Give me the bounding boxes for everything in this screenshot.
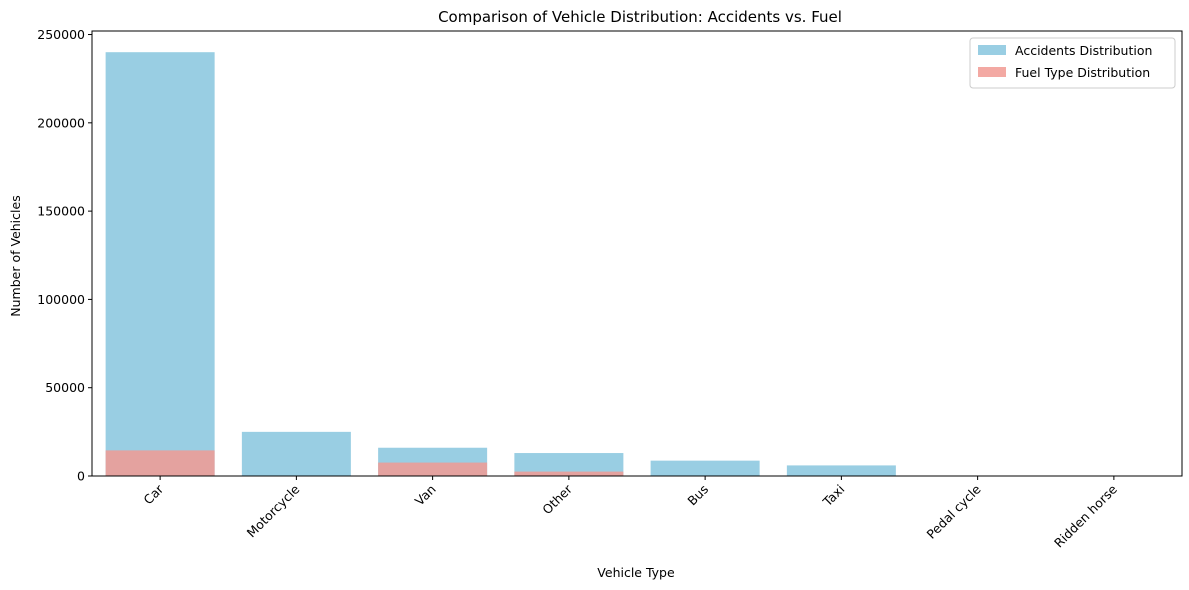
chart-title: Comparison of Vehicle Distribution: Acci…: [438, 8, 842, 26]
x-tick-label: Motorcycle: [244, 481, 303, 540]
bar-series-0-car: [105, 52, 215, 476]
bar-series-1-van: [378, 462, 488, 476]
x-tick-label: Van: [412, 482, 439, 509]
y-tick-label: 200000: [37, 115, 85, 130]
legend-label: Fuel Type Distribution: [1015, 65, 1150, 80]
bar-series-0-motorcycle: [241, 431, 351, 476]
legend-swatch: [978, 67, 1006, 77]
x-tick-label: Pedal cycle: [924, 481, 984, 541]
y-tick-label: 150000: [37, 204, 85, 219]
bar-series-0-bus: [650, 460, 760, 476]
x-tick-label: Other: [539, 481, 575, 517]
x-tick-label: Ridden horse: [1051, 481, 1120, 550]
y-axis-label: Number of Vehicles: [8, 195, 23, 316]
legend: Accidents Distribution Fuel Type Distribu…: [969, 37, 1176, 89]
y-tick-label: 250000: [37, 27, 85, 42]
bar-series-0-other: [514, 453, 624, 476]
bars-layer: [105, 52, 896, 476]
legend-box: [969, 37, 1176, 89]
bar-series-0-taxi: [786, 465, 896, 476]
legend-label: Accidents Distribution: [1015, 43, 1152, 58]
x-tick-label: Taxi: [819, 482, 847, 510]
bar-series-1-car: [105, 450, 215, 476]
y-tick-label: 0: [77, 469, 85, 484]
bar-series-1-other: [514, 471, 624, 476]
x-tick-label: Bus: [684, 482, 711, 509]
y-tick-label: 100000: [37, 292, 85, 307]
y-tick-label: 50000: [45, 380, 85, 395]
x-axis-label: Vehicle Type: [597, 565, 675, 580]
legend-swatch: [978, 45, 1006, 55]
plot-frame: [91, 30, 1183, 477]
x-tick-label: Car: [140, 481, 166, 507]
